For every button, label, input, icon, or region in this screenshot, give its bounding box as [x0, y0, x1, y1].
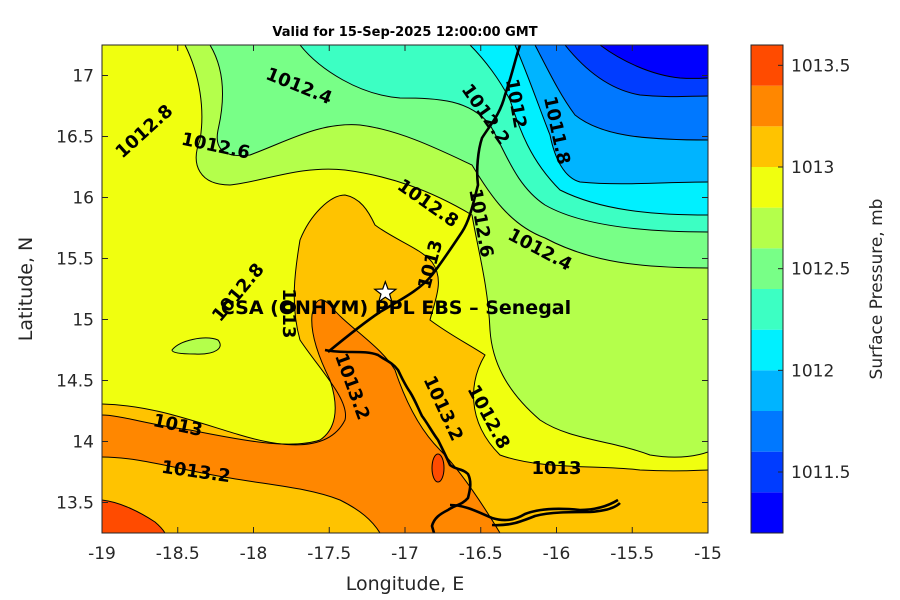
colorbar-segment	[751, 329, 783, 371]
x-tick-label: -15.5	[610, 544, 654, 564]
colorbar-segment	[751, 45, 783, 86]
colorbar-frame	[750, 44, 784, 534]
y-tick-label: 13.5	[56, 494, 94, 514]
station-star	[373, 279, 398, 304]
contour-label: 1013	[531, 458, 581, 479]
y-tick-label: 15	[72, 311, 94, 331]
colorbar-tick-label: 1011.5	[791, 463, 850, 483]
pressure-band-1013.2	[102, 299, 500, 533]
colorbar-segment	[751, 451, 783, 493]
x-tick-label: -16.5	[459, 544, 503, 564]
contour-label: 1013	[278, 288, 299, 338]
colorbar-label: Surface Pressure, mb	[867, 199, 887, 380]
y-tick-label: 14	[72, 433, 94, 453]
colorbar-segment	[751, 207, 783, 249]
colorbar-segment	[751, 289, 783, 330]
colorbar-segment	[751, 85, 783, 127]
colorbar-tick-label: 1013	[791, 158, 834, 178]
colorbar-segment	[751, 411, 783, 452]
y-tick-label: 17	[72, 67, 94, 87]
x-tick-label: -17.5	[307, 544, 351, 564]
x-tick-label: -18	[240, 544, 268, 564]
x-tick-label: -15	[694, 544, 722, 564]
colorbar-tick-label: 1013.5	[791, 56, 850, 76]
x-tick-label: -16	[543, 544, 571, 564]
x-tick-label: -17	[391, 544, 419, 564]
station-marker	[373, 279, 398, 304]
y-axis-label: Latitude, N	[15, 237, 37, 342]
x-axis-label: Longitude, E	[346, 573, 465, 595]
x-axis-ticks: -19 -18.5 -18 -17.5 -17 -16.5 -16 -15.5 -15	[88, 45, 722, 564]
colorbar-segment	[751, 248, 783, 289]
pressure-band-small-ellipse	[432, 454, 444, 482]
colorbar-tick-label: 1012.5	[791, 260, 850, 280]
x-tick-label: -18.5	[156, 544, 200, 564]
x-tick-label: -19	[88, 544, 116, 564]
pressure-band-1011.2	[600, 45, 708, 79]
colorbar-segment	[751, 370, 783, 411]
y-tick-label: 14.5	[56, 372, 94, 392]
colorbar-segment	[751, 492, 783, 533]
y-tick-label: 16.5	[56, 128, 94, 148]
station-label: CSA (ONHYM) PPL EBS – Senegal	[221, 297, 571, 319]
colorbar-segment	[751, 126, 783, 167]
colorbar-tick-label: 1012	[791, 361, 834, 381]
colorbar: 1011.5 1012 1012.5 1013 1013.5	[750, 44, 850, 534]
pressure-band-small-blob	[172, 338, 221, 355]
colorbar-segment	[751, 167, 783, 208]
y-axis-ticks: 13.5 14 14.5 15 15.5 16 16.5 17	[56, 67, 708, 514]
pressure-band-1013.4	[102, 500, 165, 533]
country-borders	[324, 45, 621, 533]
y-tick-label: 15.5	[56, 250, 94, 270]
chart-title: Valid for 15-Sep-2025 12:00:00 GMT	[272, 25, 537, 40]
y-tick-label: 16	[72, 189, 94, 209]
